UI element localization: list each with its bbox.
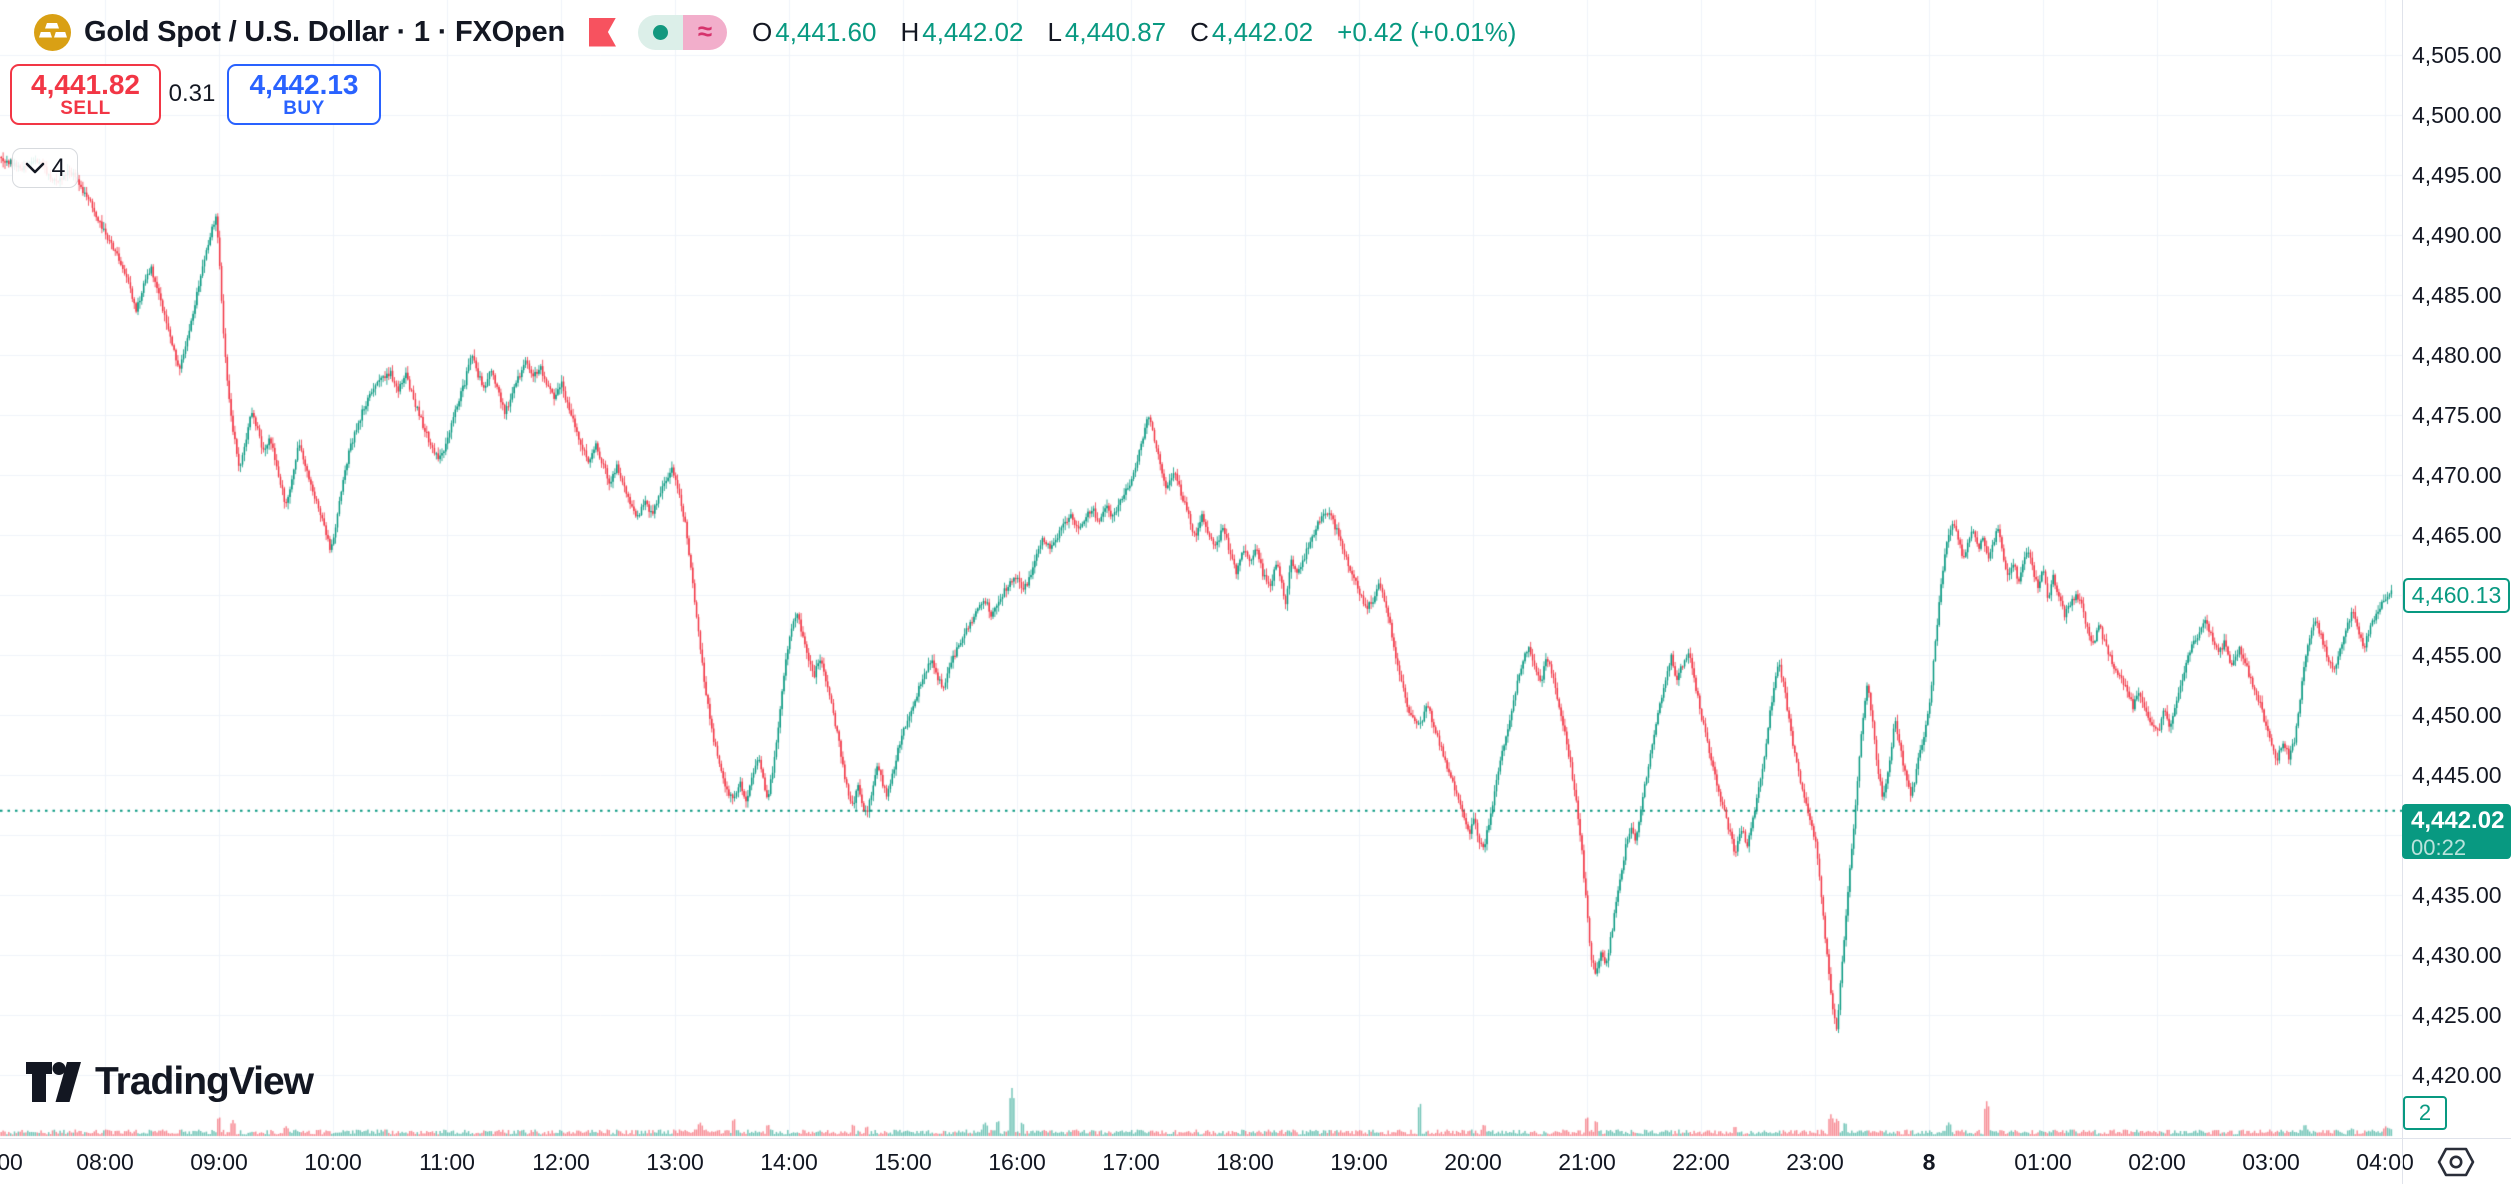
indicator-pill-approx[interactable]: ≈	[683, 14, 727, 50]
time-axis[interactable]: 00 08:00 09:00 10:00 11:00 12:00 13:00 14:00 15:…	[0, 1138, 2511, 1184]
price-tick: 4,425.00	[2412, 1002, 2502, 1028]
price-tick: 4,465.00	[2412, 522, 2502, 548]
legend-c: C 4,442.02	[1190, 16, 1314, 47]
price-countdown-label: 4,442.02 00:22	[2402, 804, 2511, 860]
time-tick: 10:00	[304, 1149, 362, 1175]
price-tick: 4,475.00	[2412, 402, 2502, 428]
tradingview-brand-text: TradingView	[95, 1060, 314, 1103]
spread-value: 0.31	[168, 80, 216, 107]
time-tick: 18:00	[1216, 1149, 1274, 1175]
buy-label: BUY	[283, 98, 325, 120]
time-tick: 8	[1922, 1149, 1936, 1175]
volume-value-label: 2	[2403, 1096, 2447, 1130]
time-tick: 13:00	[646, 1149, 704, 1175]
time-tick: 19:00	[1330, 1149, 1388, 1175]
chart-header: Gold Spot / U.S. Dollar · 1 · FXOpen ≈ O…	[34, 12, 1516, 52]
dot-icon	[653, 24, 668, 40]
gold-symbol-icon[interactable]	[34, 13, 71, 51]
time-tick: 08:00	[76, 1149, 134, 1175]
symbol-title[interactable]: Gold Spot / U.S. Dollar · 1 · FXOpen	[84, 15, 565, 48]
legend-l: L 4,440.87	[1047, 16, 1167, 47]
time-tick: 02:00	[2128, 1149, 2186, 1175]
price-tick: 4,490.00	[2412, 222, 2502, 248]
time-tick: 15:00	[874, 1149, 932, 1175]
price-tick: 4,445.00	[2412, 762, 2502, 788]
timezone-settings-icon[interactable]	[2437, 1147, 2475, 1182]
legend-o: O 4,441.60	[752, 16, 877, 47]
price-axis[interactable]: 4,505.00 4,500.00 4,495.00 4,490.00 4,485.00…	[2402, 0, 2511, 1138]
price-tick: 4,420.00	[2412, 1062, 2502, 1088]
time-tick: 17:00	[1102, 1149, 1160, 1175]
price-tick: 4,505.00	[2412, 42, 2502, 68]
time-tick: 12:00	[532, 1149, 590, 1175]
indicator-count: 4	[51, 153, 66, 182]
time-tick: 04:00	[2356, 1149, 2414, 1175]
price-tick: 4,455.00	[2412, 642, 2502, 668]
ohlc-legend: O 4,441.60 H 4,442.02 L 4,440.87 C 4,442.02 +0.…	[752, 17, 1516, 48]
time-tick: 22:00	[1672, 1149, 1730, 1175]
price-tick: 4,430.00	[2412, 942, 2502, 968]
time-tick: 20:00	[1444, 1149, 1502, 1175]
legend-h: H 4,442.02	[900, 16, 1024, 47]
time-tick: 14:00	[760, 1149, 818, 1175]
price-tick: 4,435.00	[2412, 882, 2502, 908]
time-tick: 00	[0, 1149, 23, 1175]
chevron-down-icon	[25, 162, 44, 174]
time-tick: 09:00	[190, 1149, 248, 1175]
approx-icon: ≈	[697, 15, 713, 46]
axis-corner-separator	[2402, 1138, 2403, 1184]
time-tick: 11:00	[419, 1149, 475, 1175]
tradingview-mark-icon	[26, 1061, 81, 1102]
price-tick: 4,470.00	[2412, 462, 2502, 488]
price-tick: 4,480.00	[2412, 342, 2502, 368]
price-tick: 4,500.00	[2412, 102, 2502, 128]
legend-change: +0.42 (+0.01%)	[1337, 16, 1517, 47]
price-tick: 4,450.00	[2412, 702, 2502, 728]
sell-label: SELL	[60, 98, 111, 120]
hidden-indicator-pills: ≈	[638, 14, 727, 50]
time-tick: 16:00	[988, 1149, 1046, 1175]
time-tick: 23:00	[1786, 1149, 1844, 1175]
flag-icon[interactable]	[589, 17, 616, 47]
time-tick: 01:00	[2014, 1149, 2072, 1175]
sell-button[interactable]: 4,441.82 SELL	[10, 64, 161, 125]
price-tick: 4,495.00	[2412, 162, 2502, 188]
last-price-label: 4,460.13	[2403, 578, 2510, 613]
time-tick: 21:00	[1558, 1149, 1616, 1175]
indicator-pill-dot[interactable]	[638, 14, 683, 50]
countdown-timer: 00:22	[2411, 835, 2467, 860]
sell-price: 4,441.82	[31, 68, 140, 100]
price-tick: 4,485.00	[2412, 282, 2502, 308]
collapsed-indicators-chip[interactable]: 4	[12, 148, 78, 188]
time-tick: 03:00	[2242, 1149, 2300, 1175]
buy-price: 4,442.13	[249, 68, 359, 100]
tradingview-logo[interactable]: TradingView	[26, 1060, 314, 1104]
countdown-price: 4,442.02	[2411, 807, 2505, 834]
buy-button[interactable]: 4,442.13 BUY	[227, 64, 381, 125]
